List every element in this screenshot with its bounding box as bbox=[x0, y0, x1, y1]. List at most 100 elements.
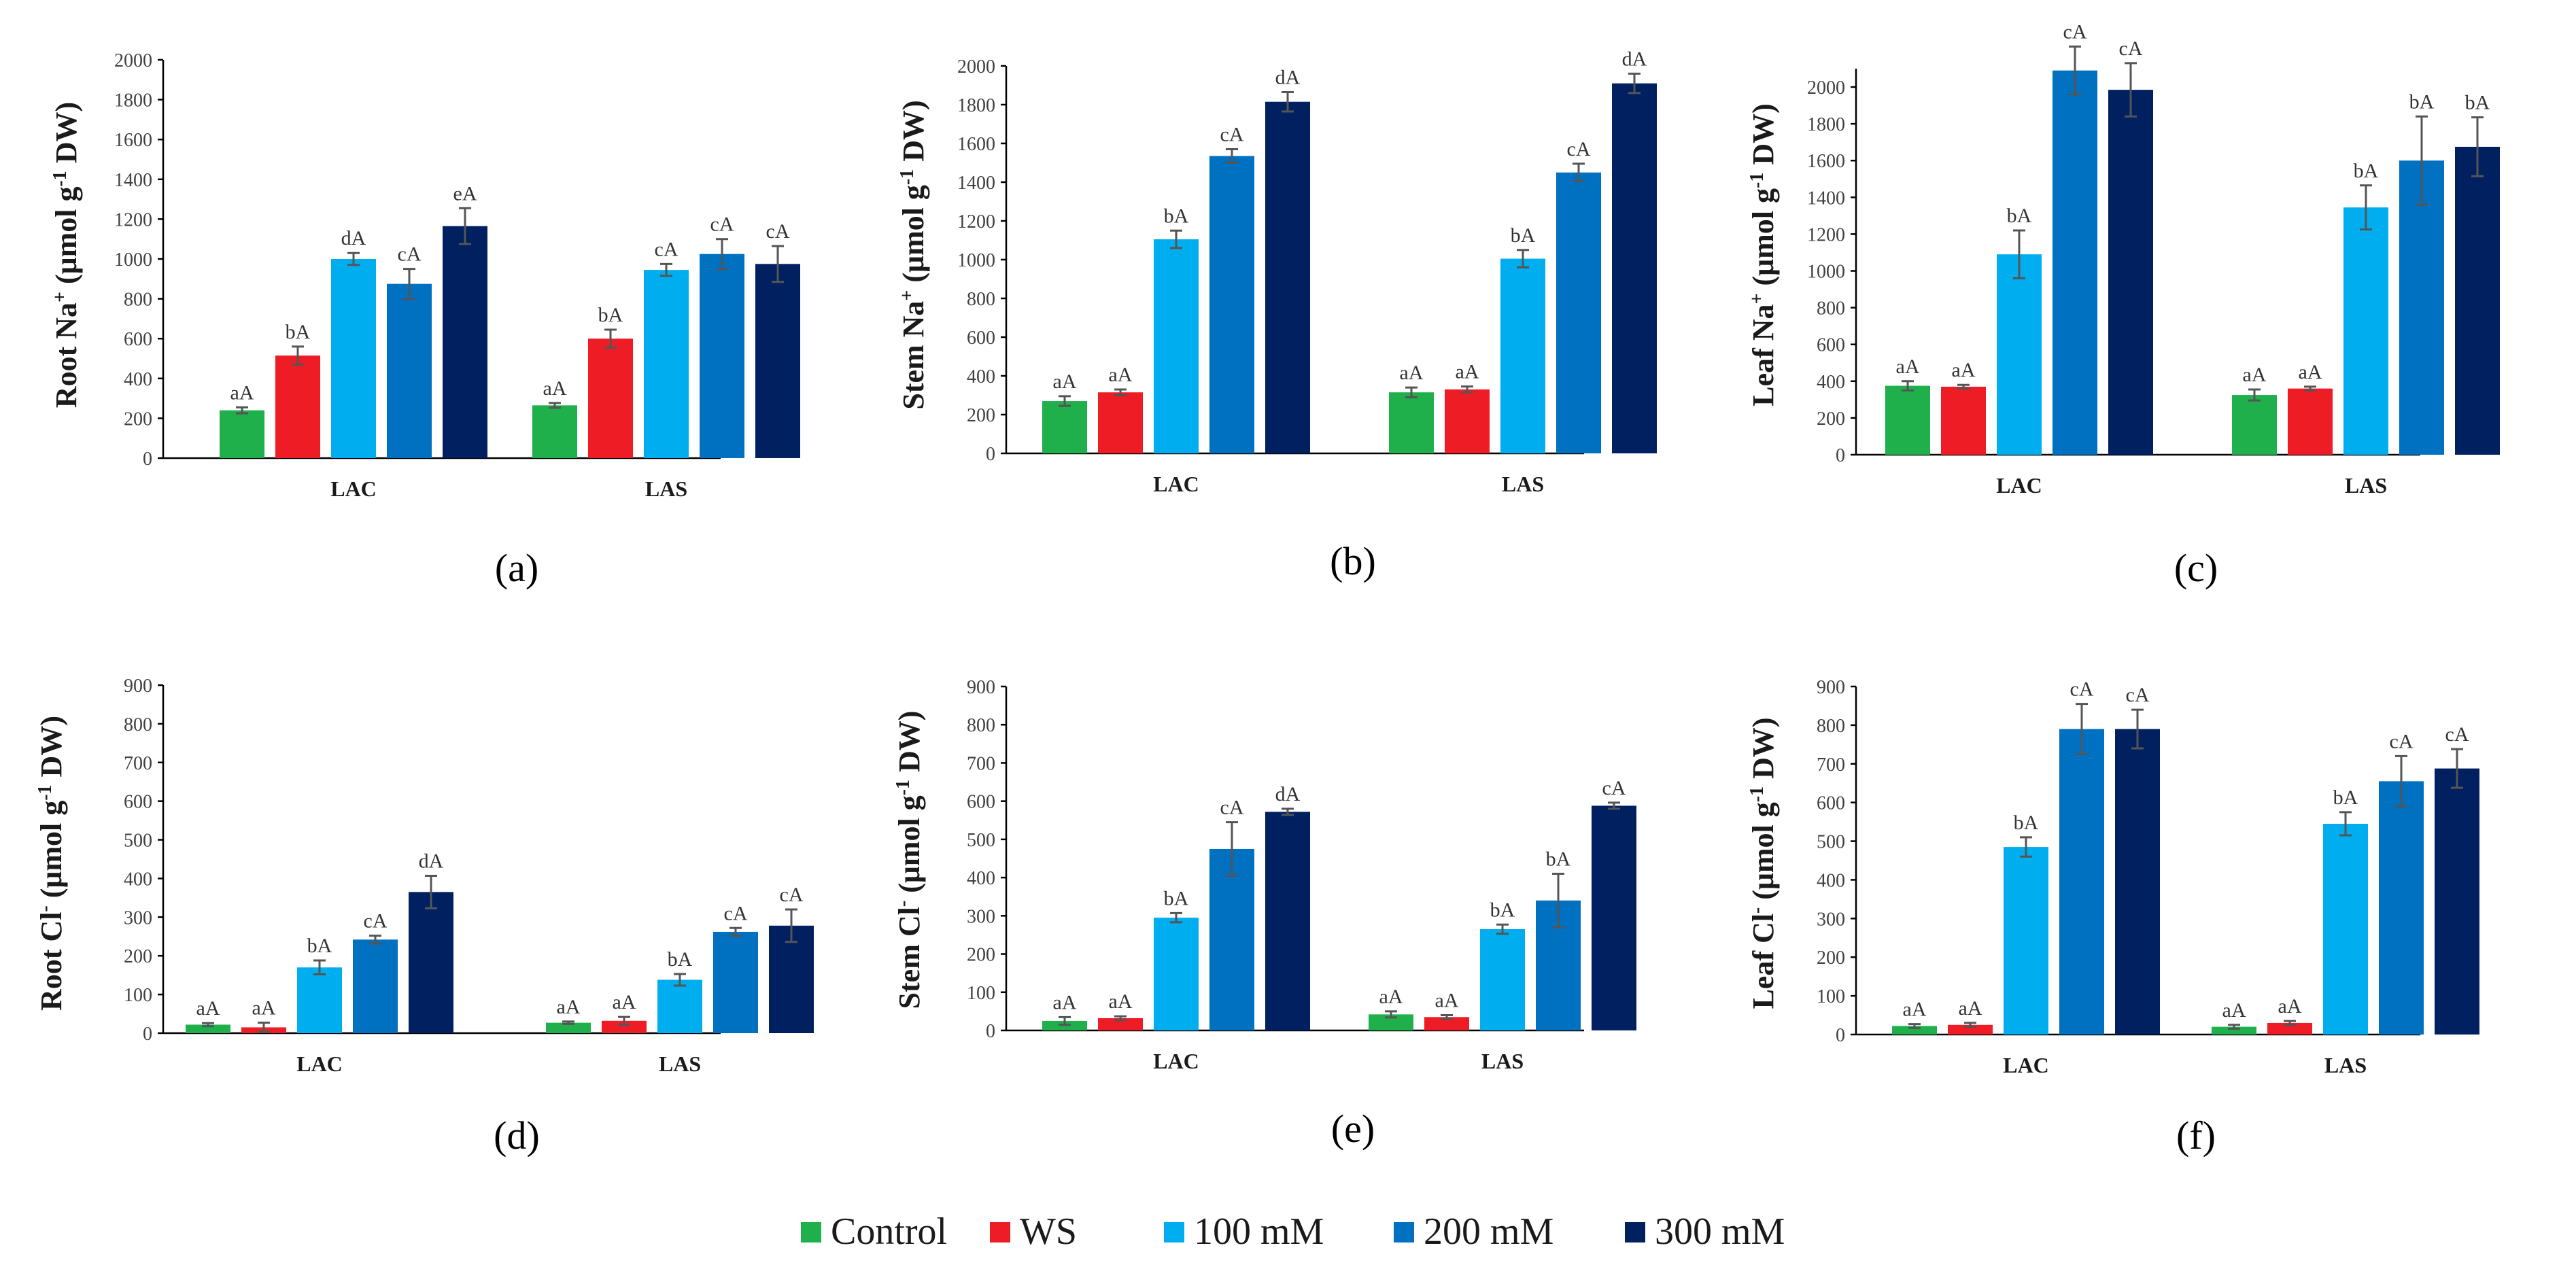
chart-panel-d: 0 100 200 300 400 500 600 700 800 900 Root Cl- (μm… bbox=[35, 676, 814, 1158]
significance-label: aA bbox=[1379, 986, 1403, 1008]
bar-200-mm-lac bbox=[2059, 729, 2104, 1035]
significance-label: aA bbox=[1400, 362, 1424, 384]
bar-200-mm-lac bbox=[2053, 70, 2097, 455]
legend-label: 300 mM bbox=[1655, 1211, 1785, 1253]
significance-label: dA bbox=[1622, 48, 1647, 70]
y-tick-label: 0 bbox=[986, 1021, 995, 1042]
bar-300-mm-lac bbox=[2115, 729, 2160, 1035]
bar-control-lac bbox=[1885, 385, 1930, 455]
x-category-label: LAS bbox=[645, 476, 687, 501]
significance-label: aA bbox=[2299, 361, 2322, 383]
bar-300-mm-lac bbox=[443, 226, 487, 458]
significance-label: aA bbox=[1109, 364, 1133, 386]
bar-control-lac bbox=[220, 410, 264, 458]
significance-label: cA bbox=[2063, 21, 2087, 44]
significance-label: aA bbox=[2243, 364, 2267, 386]
significance-label: bA bbox=[2333, 786, 2358, 809]
x-category-label: LAC bbox=[296, 1052, 343, 1076]
significance-label: aA bbox=[2278, 995, 2302, 1018]
significance-label: aA bbox=[1456, 361, 1479, 383]
bar-300-mm-las bbox=[1612, 83, 1657, 453]
panel-label: (c) bbox=[2174, 546, 2218, 590]
chart-panel-b: 0 200 400 600 800 1000 1200 1400 1600 1800 2000 Ste… bbox=[897, 48, 1657, 583]
bar-200-mm-lac bbox=[1209, 156, 1254, 453]
bar-200-mm-lac bbox=[387, 283, 432, 458]
significance-label: cA bbox=[1602, 777, 1626, 799]
significance-label: bA bbox=[2014, 812, 2039, 834]
y-tick-label: 1800 bbox=[1807, 114, 1845, 135]
x-category-label: LAS bbox=[2324, 1053, 2367, 1077]
chart-panel-a: 0 200 400 600 800 1000 1200 1400 1600 1800 2000 Roo… bbox=[50, 50, 800, 590]
significance-label: bA bbox=[1490, 899, 1515, 921]
y-tick-label: 1800 bbox=[957, 95, 995, 116]
x-category-label: LAS bbox=[2345, 473, 2387, 498]
significance-label: bA bbox=[307, 935, 332, 957]
y-tick-label: 100 bbox=[967, 983, 995, 1004]
y-tick-label: 700 bbox=[967, 753, 995, 774]
legend-swatch-200-mm bbox=[1394, 1222, 1414, 1242]
panel-label: (e) bbox=[1331, 1107, 1375, 1151]
bar-control-las bbox=[2232, 395, 2277, 455]
legend-label: 100 mM bbox=[1194, 1211, 1324, 1253]
y-tick-label: 2000 bbox=[957, 56, 995, 77]
significance-label: aA bbox=[2222, 999, 2246, 1022]
significance-label: aA bbox=[1952, 359, 1976, 381]
significance-label: aA bbox=[1435, 990, 1459, 1012]
significance-label: cA bbox=[655, 238, 679, 260]
significance-label: aA bbox=[613, 991, 636, 1013]
significance-label: cA bbox=[364, 910, 388, 933]
y-tick-label: 2000 bbox=[1807, 77, 1845, 99]
panel-label: (d) bbox=[494, 1113, 540, 1158]
y-tick-label: 800 bbox=[124, 290, 152, 311]
significance-label: bA bbox=[1164, 887, 1189, 909]
bar-200-mm-las bbox=[713, 931, 758, 1033]
y-tick-label: 500 bbox=[967, 830, 995, 851]
y-tick-label: 600 bbox=[124, 329, 152, 350]
y-tick-label: 900 bbox=[124, 676, 152, 697]
x-category-label: LAC bbox=[1996, 473, 2042, 498]
y-axis-title: Stem Cl- (μmol g-1 DW) bbox=[893, 711, 927, 1009]
significance-label: dA bbox=[1275, 66, 1301, 88]
bar-300-mm-lac bbox=[1265, 812, 1310, 1030]
bar-200-mm-lac bbox=[1209, 848, 1254, 1030]
significance-label: aA bbox=[196, 997, 220, 1020]
y-tick-label: 1400 bbox=[114, 170, 152, 191]
bar-300-mm-las bbox=[755, 264, 800, 458]
bar-ws-las bbox=[2288, 388, 2333, 455]
y-tick-label: 500 bbox=[1817, 832, 1845, 853]
y-tick-label: 0 bbox=[1836, 1025, 1845, 1046]
bar-100-mm-lac bbox=[2004, 847, 2048, 1035]
significance-label: cA bbox=[780, 884, 804, 906]
bar-ws-las bbox=[1445, 389, 1490, 453]
y-tick-label: 0 bbox=[143, 1024, 152, 1045]
y-tick-label: 0 bbox=[143, 449, 152, 470]
bar-200-mm-las bbox=[700, 254, 744, 458]
bar-ws-las bbox=[1424, 1017, 1469, 1030]
legend-label: Control bbox=[831, 1211, 947, 1253]
y-tick-label: 100 bbox=[1817, 986, 1845, 1007]
bar-100-mm-lac bbox=[1154, 918, 1199, 1030]
significance-label: cA bbox=[2126, 684, 2150, 706]
significance-label: aA bbox=[230, 381, 254, 404]
panel-label: (b) bbox=[1330, 539, 1376, 583]
y-tick-label: 200 bbox=[1817, 409, 1845, 430]
significance-label: dA bbox=[419, 850, 444, 872]
significance-label: aA bbox=[1053, 991, 1077, 1013]
y-axis-title: Leaf Cl- (μmol g-1 DW) bbox=[1747, 717, 1781, 1009]
y-tick-label: 800 bbox=[967, 289, 995, 310]
y-tick-label: 600 bbox=[967, 792, 995, 813]
y-tick-label: 900 bbox=[1817, 677, 1845, 698]
bar-100-mm-lac bbox=[331, 259, 376, 458]
significance-label: cA bbox=[2070, 678, 2094, 701]
x-category-label: LAC bbox=[1153, 1049, 1199, 1073]
y-tick-label: 1200 bbox=[1807, 224, 1845, 245]
bar-100-mm-lac bbox=[297, 967, 342, 1033]
significance-label: bA bbox=[2409, 90, 2435, 113]
bar-control-las bbox=[1389, 392, 1434, 453]
y-tick-label: 1600 bbox=[114, 130, 152, 151]
significance-label: bA bbox=[668, 948, 693, 971]
x-category-label: LAS bbox=[659, 1052, 701, 1076]
y-tick-label: 200 bbox=[1817, 948, 1845, 969]
panel-label: (f) bbox=[2176, 1113, 2216, 1158]
y-tick-label: 600 bbox=[1817, 793, 1845, 814]
